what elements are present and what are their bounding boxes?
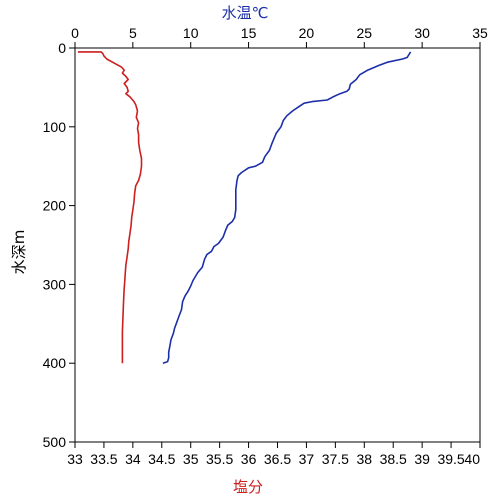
salinity-axis: 33 33.5 34 34.5 35 35.5 36 36.5 37 37.5 38 38.5 39 39… bbox=[67, 442, 481, 467]
top-axis-title: 水温℃ bbox=[222, 4, 269, 22]
salinity-tick-label: 34.5 bbox=[148, 451, 175, 467]
temperature-tick-label: 25 bbox=[356, 25, 372, 41]
depth-tick-label: 0 bbox=[58, 40, 66, 56]
salinity-tick-label: 39.5 bbox=[437, 451, 464, 467]
salinity-tick-label: 34 bbox=[125, 451, 141, 467]
salinity-tick-label: 38.5 bbox=[380, 451, 407, 467]
salinity-tick-label: 39 bbox=[414, 451, 430, 467]
depth-axis: 0 100 200 300 400 500 bbox=[43, 40, 75, 450]
temperature-tick-label: 10 bbox=[183, 25, 199, 41]
salinity-tick-label: 35.5 bbox=[206, 451, 233, 467]
temperature-tick-label: 5 bbox=[129, 25, 137, 41]
temperature-axis: 0 5 10 15 20 25 30 35 bbox=[71, 25, 488, 48]
depth-tick-label: 200 bbox=[43, 198, 67, 214]
temperature-tick-label: 0 bbox=[71, 25, 79, 41]
salinity-tick-label: 38 bbox=[356, 451, 372, 467]
salinity-tick-label: 40 bbox=[464, 451, 480, 467]
temperature-tick-label: 15 bbox=[241, 25, 257, 41]
depth-tick-label: 300 bbox=[43, 276, 67, 292]
temperature-series-line bbox=[162, 51, 412, 364]
series-layer bbox=[77, 51, 412, 364]
depth-tick-label: 500 bbox=[43, 434, 67, 450]
depth-tick-label: 100 bbox=[43, 119, 67, 135]
bottom-axis-title: 塩分 bbox=[233, 478, 263, 496]
salinity-tick-label: 37.5 bbox=[322, 451, 349, 467]
depth-tick-label: 400 bbox=[43, 355, 67, 371]
salinity-tick-label: 36 bbox=[241, 451, 257, 467]
temperature-tick-label: 30 bbox=[414, 25, 430, 41]
salinity-tick-label: 37 bbox=[299, 451, 315, 467]
salinity-series-line bbox=[77, 51, 143, 364]
temperature-tick-label: 35 bbox=[472, 25, 488, 41]
salinity-tick-label: 33.5 bbox=[90, 451, 117, 467]
left-axis-title: 水深m bbox=[10, 230, 28, 275]
temperature-tick-label: 20 bbox=[299, 25, 315, 41]
salinity-tick-label: 33 bbox=[67, 451, 83, 467]
salinity-tick-label: 36.5 bbox=[264, 451, 291, 467]
salinity-tick-label: 35 bbox=[183, 451, 199, 467]
